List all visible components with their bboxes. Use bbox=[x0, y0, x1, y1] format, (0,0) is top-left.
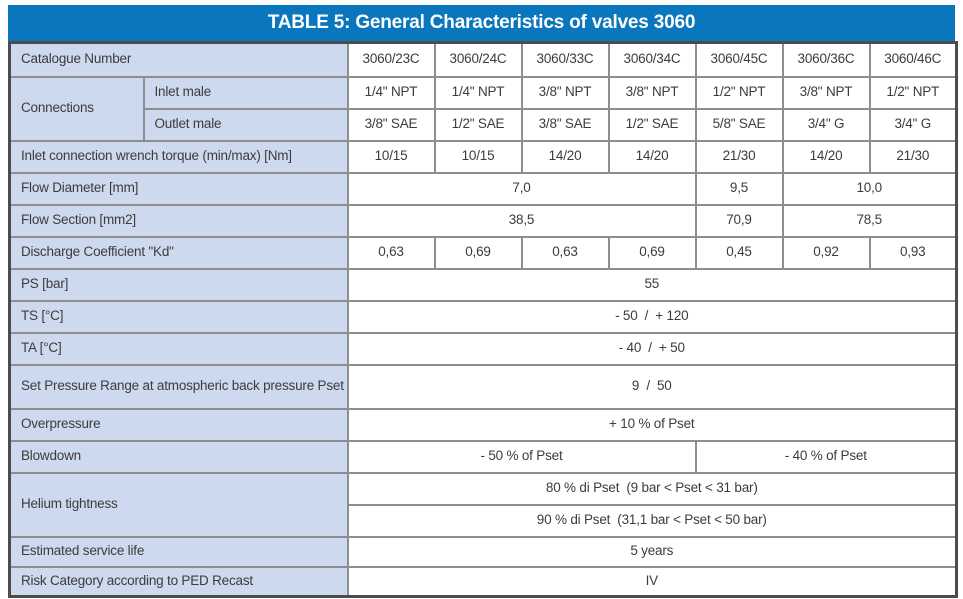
row-blowdown: Blowdown - 50 % of Pset - 40 % of Pset bbox=[8, 439, 958, 474]
row-label: Estimated service life bbox=[8, 535, 349, 568]
kd-cell: 0,93 bbox=[868, 235, 958, 270]
ta-cell: - 40 / + 50 bbox=[346, 331, 958, 366]
catalogue-cell: 3060/33C bbox=[520, 41, 610, 78]
outlet-cell: 3/4" G bbox=[868, 107, 958, 142]
flow-diameter-cell: 7,0 bbox=[346, 171, 697, 206]
inlet-cell: 1/2" NPT bbox=[868, 75, 958, 110]
catalogue-cell: 3060/36C bbox=[781, 41, 871, 78]
row-flow-section: Flow Section [mm2] 38,5 70,9 78,5 bbox=[8, 203, 958, 238]
risk-category-cell: IV bbox=[346, 565, 958, 598]
torque-cell: 21/30 bbox=[868, 139, 958, 174]
helium-cell: 80 % di Pset (9 bar < Pset < 31 bar) bbox=[346, 471, 958, 506]
inlet-cell: 1/4" NPT bbox=[433, 75, 523, 110]
inlet-cell: 1/4" NPT bbox=[346, 75, 436, 110]
row-label: Catalogue Number bbox=[8, 41, 349, 78]
row-label: Blowdown bbox=[8, 439, 349, 474]
row-label: Set Pressure Range at atmospheric back p… bbox=[8, 363, 349, 410]
row-label: TS [°C] bbox=[8, 299, 349, 334]
overpressure-cell: + 10 % of Pset bbox=[346, 407, 958, 442]
row-discharge-coefficient: Discharge Coefficient "Kd" 0,63 0,69 0,6… bbox=[8, 235, 958, 270]
outlet-cell: 1/2" SAE bbox=[607, 107, 697, 142]
flow-diameter-cell: 9,5 bbox=[694, 171, 784, 206]
kd-cell: 0,63 bbox=[520, 235, 610, 270]
torque-cell: 10/15 bbox=[433, 139, 523, 174]
row-label: Outlet male bbox=[142, 107, 349, 142]
row-label: PS [bar] bbox=[8, 267, 349, 302]
flow-section-cell: 78,5 bbox=[781, 203, 958, 238]
torque-cell: 14/20 bbox=[520, 139, 610, 174]
flow-section-cell: 70,9 bbox=[694, 203, 784, 238]
catalogue-cell: 3060/23C bbox=[346, 41, 436, 78]
torque-cell: 14/20 bbox=[607, 139, 697, 174]
row-catalogue-number: Catalogue Number 3060/23C 3060/24C 3060/… bbox=[8, 41, 958, 78]
catalogue-cell: 3060/46C bbox=[868, 41, 958, 78]
row-label: TA [°C] bbox=[8, 331, 349, 366]
connections-group-label: Connections bbox=[8, 75, 145, 142]
inlet-cell: 3/8" NPT bbox=[607, 75, 697, 110]
blowdown-cell: - 50 % of Pset bbox=[346, 439, 697, 474]
ps-cell: 55 bbox=[346, 267, 958, 302]
torque-cell: 21/30 bbox=[694, 139, 784, 174]
row-label: Flow Section [mm2] bbox=[8, 203, 349, 238]
row-ps: PS [bar] 55 bbox=[8, 267, 958, 302]
row-connections-outlet: Outlet male 3/8" SAE 1/2" SAE 3/8" SAE 1… bbox=[10, 107, 958, 142]
row-label: Inlet male bbox=[142, 75, 349, 110]
row-wrench-torque: Inlet connection wrench torque (min/max)… bbox=[8, 139, 958, 174]
kd-cell: 0,69 bbox=[433, 235, 523, 270]
row-label: Discharge Coefficient "Kd" bbox=[8, 235, 349, 270]
inlet-cell: 3/8" NPT bbox=[520, 75, 610, 110]
set-pressure-cell: 9 / 50 bbox=[346, 363, 958, 410]
torque-cell: 14/20 bbox=[781, 139, 871, 174]
row-label: Risk Category according to PED Recast bbox=[8, 565, 349, 598]
outlet-cell: 5/8" SAE bbox=[694, 107, 784, 142]
row-helium-tightness-90: 90 % di Pset (31,1 bar < Pset < 50 bar) bbox=[10, 503, 958, 538]
kd-cell: 0,45 bbox=[694, 235, 784, 270]
row-label: Flow Diameter [mm] bbox=[8, 171, 349, 206]
row-label: Helium tightness bbox=[8, 471, 349, 538]
row-label: Inlet connection wrench torque (min/max)… bbox=[8, 139, 349, 174]
flow-section-cell: 38,5 bbox=[346, 203, 697, 238]
spec-table: Catalogue Number 3060/23C 3060/24C 3060/… bbox=[8, 41, 958, 598]
catalogue-cell: 3060/24C bbox=[433, 41, 523, 78]
catalogue-cell: 3060/34C bbox=[607, 41, 697, 78]
row-overpressure: Overpressure + 10 % of Pset bbox=[8, 407, 958, 442]
torque-cell: 10/15 bbox=[346, 139, 436, 174]
row-helium-tightness-80: Helium tightness 80 % di Pset (9 bar < P… bbox=[8, 471, 958, 538]
row-service-life: Estimated service life 5 years bbox=[8, 535, 958, 568]
kd-cell: 0,92 bbox=[781, 235, 871, 270]
row-ta: TA [°C] - 40 / + 50 bbox=[8, 331, 958, 366]
catalogue-cell: 3060/45C bbox=[694, 41, 784, 78]
kd-cell: 0,69 bbox=[607, 235, 697, 270]
row-connections-inlet: Connections Inlet male 1/4" NPT 1/4" NPT… bbox=[8, 75, 958, 142]
flow-diameter-cell: 10,0 bbox=[781, 171, 958, 206]
helium-cell: 90 % di Pset (31,1 bar < Pset < 50 bar) bbox=[346, 503, 958, 538]
row-flow-diameter: Flow Diameter [mm] 7,0 9,5 10,0 bbox=[8, 171, 958, 206]
outlet-cell: 3/4" G bbox=[781, 107, 871, 142]
row-label: Overpressure bbox=[8, 407, 349, 442]
row-ts: TS [°C] - 50 / + 120 bbox=[8, 299, 958, 334]
outlet-cell: 3/8" SAE bbox=[520, 107, 610, 142]
service-life-cell: 5 years bbox=[346, 535, 958, 568]
ts-cell: - 50 / + 120 bbox=[346, 299, 958, 334]
table-title: TABLE 5: General Characteristics of valv… bbox=[8, 5, 955, 41]
row-risk-category: Risk Category according to PED Recast IV bbox=[8, 565, 958, 598]
row-set-pressure-range: Set Pressure Range at atmospheric back p… bbox=[8, 363, 958, 410]
blowdown-cell: - 40 % of Pset bbox=[694, 439, 958, 474]
inlet-cell: 1/2" NPT bbox=[694, 75, 784, 110]
kd-cell: 0,63 bbox=[346, 235, 436, 270]
datasheet-table: TABLE 5: General Characteristics of valv… bbox=[8, 5, 958, 598]
outlet-cell: 1/2" SAE bbox=[433, 107, 523, 142]
outlet-cell: 3/8" SAE bbox=[346, 107, 436, 142]
inlet-cell: 3/8" NPT bbox=[781, 75, 871, 110]
